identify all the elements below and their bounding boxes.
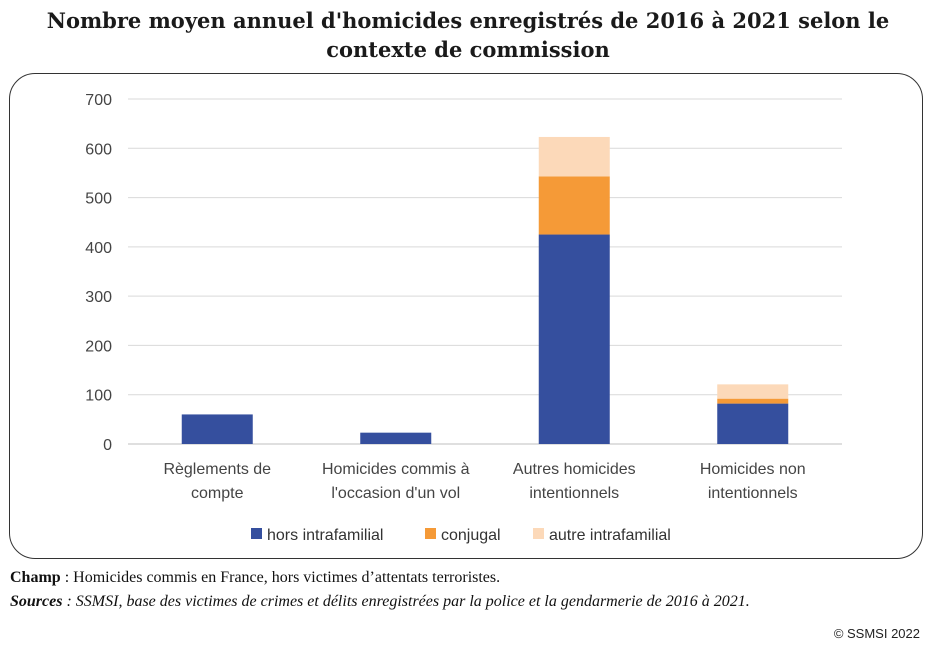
bar-segment — [538, 176, 610, 235]
y-tick-label: 200 — [85, 338, 112, 355]
y-tick-label: 600 — [85, 141, 112, 158]
x-tick-label: compte — [191, 485, 244, 502]
sources-text: : SSMSI, base des victimes de crimes et … — [62, 593, 750, 610]
chart-title: Nombre moyen annuel d'homicides enregist… — [0, 6, 936, 64]
x-tick-label: intentionnels — [708, 485, 798, 502]
y-tick-label: 700 — [85, 92, 112, 109]
legend-label: autre intrafamilial — [549, 527, 671, 544]
scope-note: Champ : Homicides commis en France, hors… — [10, 569, 500, 587]
legend-swatch — [533, 528, 544, 539]
chart-title-line-2: contexte de commission — [326, 37, 610, 62]
y-tick-label: 500 — [85, 191, 112, 208]
bar-segment — [538, 234, 610, 444]
x-tick-label: Homicides commis à — [322, 461, 470, 478]
x-tick-label: Autres homicides — [513, 461, 636, 478]
y-tick-label: 300 — [85, 289, 112, 306]
legend-label: conjugal — [441, 527, 501, 544]
bar-segment — [181, 414, 253, 444]
chart-frame — [9, 73, 923, 559]
x-tick-label: l'occasion d'un vol — [331, 485, 460, 502]
scope-label: Champ — [10, 569, 61, 586]
chart-title-line-1: Nombre moyen annuel d'homicides enregist… — [46, 8, 890, 33]
bar-segment — [717, 403, 789, 444]
bar-segment — [538, 136, 610, 177]
legend-swatch — [425, 528, 436, 539]
x-tick-label: Homicides non — [700, 461, 806, 478]
sources-note: Sources : SSMSI, base des victimes de cr… — [10, 593, 750, 611]
bar-segment — [717, 398, 789, 404]
x-tick-label: Règlements de — [163, 461, 271, 478]
legend-swatch — [251, 528, 262, 539]
sources-label: Sources — [10, 593, 63, 610]
bar-segment — [360, 432, 432, 444]
y-tick-label: 100 — [85, 388, 112, 405]
copyright: © SSMSI 2022 — [833, 626, 920, 641]
x-tick-label: intentionnels — [529, 485, 619, 502]
scope-text: : Homicides commis en France, hors victi… — [60, 569, 501, 586]
bar-segment — [717, 384, 789, 399]
legend-label: hors intrafamilial — [267, 527, 383, 544]
y-tick-label: 0 — [103, 437, 112, 454]
y-tick-label: 400 — [85, 240, 112, 257]
